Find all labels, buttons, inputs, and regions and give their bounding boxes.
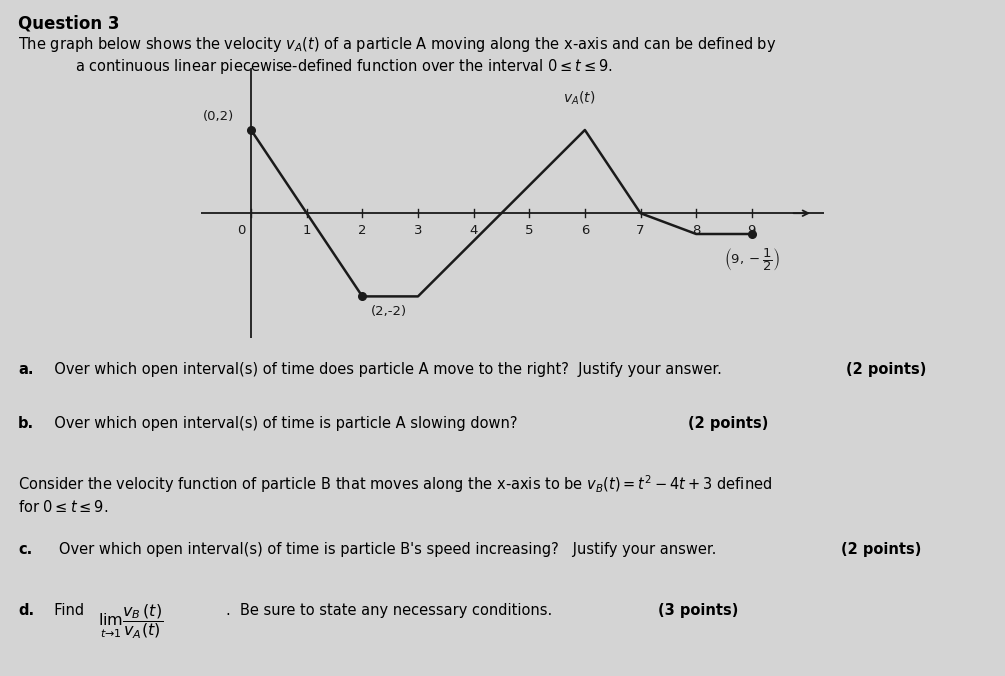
Text: Question 3: Question 3 — [18, 15, 120, 33]
Text: (2 points): (2 points) — [688, 416, 769, 431]
Text: d.: d. — [18, 603, 34, 618]
Text: 4: 4 — [469, 224, 477, 237]
Text: Over which open interval(s) of time does particle A move to the right?  Justify : Over which open interval(s) of time does… — [45, 362, 732, 377]
Text: (2,-2): (2,-2) — [371, 305, 407, 318]
Text: for $0\leq t\leq 9$.: for $0\leq t\leq 9$. — [18, 499, 109, 515]
Text: .  Be sure to state any necessary conditions.: . Be sure to state any necessary conditi… — [226, 603, 562, 618]
Text: 0: 0 — [237, 224, 245, 237]
Text: (2 points): (2 points) — [846, 362, 927, 377]
Text: a.: a. — [18, 362, 33, 377]
Text: Consider the velocity function of particle B that moves along the x-axis to be $: Consider the velocity function of partic… — [18, 473, 772, 495]
Text: 5: 5 — [525, 224, 534, 237]
Text: 3: 3 — [414, 224, 422, 237]
Text: 9: 9 — [748, 224, 756, 237]
Text: (2 points): (2 points) — [841, 542, 922, 557]
Text: (3 points): (3 points) — [658, 603, 739, 618]
Text: 8: 8 — [692, 224, 700, 237]
Text: Over which open interval(s) of time is particle A slowing down?: Over which open interval(s) of time is p… — [45, 416, 527, 431]
Text: 1: 1 — [303, 224, 311, 237]
Text: 2: 2 — [358, 224, 367, 237]
Text: $\lim_{t\to 1}\dfrac{v_B(t)}{v_A(t)}$: $\lim_{t\to 1}\dfrac{v_B(t)}{v_A(t)}$ — [98, 603, 164, 642]
Text: Find: Find — [45, 603, 89, 618]
Text: The graph below shows the velocity $v_A(t)$ of a particle A moving along the x-a: The graph below shows the velocity $v_A(… — [18, 35, 777, 54]
Text: a continuous linear piecewise-defined function over the interval $0\leq t\leq 9$: a continuous linear piecewise-defined fu… — [75, 57, 613, 76]
Text: $\left(9,-\dfrac{1}{2}\right)$: $\left(9,-\dfrac{1}{2}\right)$ — [724, 245, 780, 272]
Text: Over which open interval(s) of time is particle B's speed increasing?   Justify : Over which open interval(s) of time is p… — [45, 542, 726, 557]
Text: $v_A(t)$: $v_A(t)$ — [563, 90, 595, 107]
Text: 7: 7 — [636, 224, 645, 237]
Text: b.: b. — [18, 416, 34, 431]
Text: c.: c. — [18, 542, 32, 557]
Text: 6: 6 — [581, 224, 589, 237]
Text: (0,2): (0,2) — [203, 110, 234, 122]
